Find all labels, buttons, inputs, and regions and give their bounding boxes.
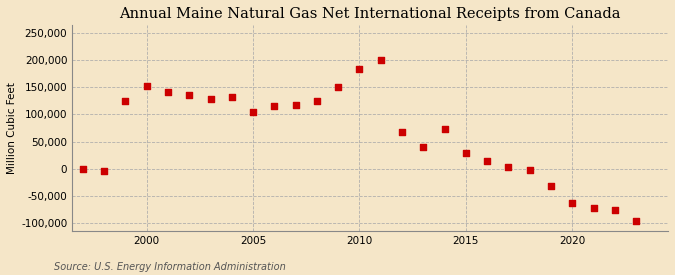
Point [439,127,450,131]
Point [205,97,216,101]
Point [503,165,514,169]
Point [397,130,408,134]
Y-axis label: Million Cubic Feet: Million Cubic Feet [7,82,17,174]
Point [99,169,109,174]
Point [141,84,152,88]
Point [524,168,535,173]
Point [333,85,344,90]
Point [375,57,386,62]
Point [290,103,301,108]
Text: Source: U.S. Energy Information Administration: Source: U.S. Energy Information Administ… [54,262,286,272]
Point [184,93,194,98]
Point [120,99,131,104]
Point [545,184,556,188]
Point [610,208,620,212]
Point [248,110,259,114]
Point [163,89,173,94]
Title: Annual Maine Natural Gas Net International Receipts from Canada: Annual Maine Natural Gas Net Internation… [119,7,621,21]
Point [269,104,279,108]
Point [354,67,365,72]
Point [312,99,323,103]
Point [418,144,429,149]
Point [78,167,88,171]
Point [460,151,471,155]
Point [226,94,237,99]
Point [588,206,599,210]
Point [567,201,578,205]
Point [630,219,641,223]
Point [482,159,493,163]
